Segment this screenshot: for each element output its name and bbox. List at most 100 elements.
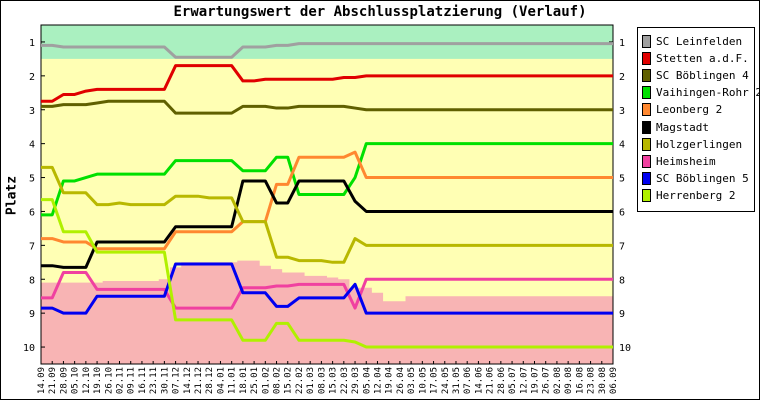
y-tick-label-left: 4 [29,140,35,151]
x-tick-label: 31.05 [452,367,462,394]
x-tick-label: 30.08 [598,367,608,394]
legend-item: SC Böblingen 4 [642,68,749,82]
x-tick-label: 23.08 [587,367,597,394]
x-tick-label: 14.09 [37,367,47,394]
x-tick-label: 16.08 [575,367,585,394]
x-tick-label: 05.07 [508,367,518,394]
legend-swatch [642,154,651,168]
y-tick-label-left: 9 [29,309,35,320]
y-tick-label-right: 10 [619,343,631,354]
y-tick-label-left: 8 [29,275,35,286]
chart-legend: SC Leinfelden Stetten a.d.F. SC Böblingen … [637,27,760,212]
series-line-3 [41,99,613,115]
legend-item: Magstadt [642,120,709,134]
legend-label: Stetten a.d.F. [656,51,749,65]
x-tick-label: 21.12 [194,367,204,394]
x-tick-label: 03.05 [407,367,417,394]
y-tick-label-right: 6 [619,207,625,218]
x-tick-label: 07.12 [172,367,182,394]
x-tick-label: 26.10 [104,367,114,394]
x-tick-label: 05.04 [362,367,372,394]
y-tick-label-left: 7 [29,241,35,252]
x-tick-label: 24.05 [441,367,451,394]
legend-swatch [642,51,651,65]
legend-swatch [642,86,651,100]
x-tick-label: 12.10 [82,367,92,394]
x-tick-label: 04.01 [216,367,226,394]
y-tick-label-left: 6 [29,207,35,218]
x-tick-label: 10.05 [418,367,428,394]
x-tick-label: 18.01 [239,367,249,394]
legend-item: Herrenberg 2 [642,189,735,203]
legend-label: Heimsheim [656,154,716,168]
x-tick-label: 02.08 [553,367,563,394]
x-tick-label: 23.11 [149,367,159,394]
plot-area-border [40,24,614,365]
x-tick-label: 26.07 [542,367,552,394]
series-line-7 [41,165,613,264]
y-tick-label-right: 8 [619,275,625,286]
y-tick-label-right: 3 [619,106,625,117]
legend-label: Vaihingen-Rohr 2 [656,86,760,100]
x-tick-label: 07.06 [463,367,473,394]
series-line-10 [41,198,613,349]
x-tick-label: 19.10 [93,367,103,394]
x-tick-label: 28.12 [205,367,215,394]
y-tick-label-left: 10 [23,343,35,354]
x-tick-label: 14.06 [474,367,484,394]
x-tick-label: 28.06 [497,367,507,394]
y-tick-label-right: 2 [619,72,625,83]
x-tick-label: 09.11 [127,367,137,394]
x-tick-label: 17.05 [430,367,440,394]
series-line-8 [41,270,613,310]
legend-label: SC Leinfelden [656,34,743,48]
zone-top-background [41,25,613,59]
y-tick-label-left: 1 [29,38,35,49]
y-tick-label-left: 5 [29,174,35,185]
legend-item: SC Böblingen 5 [642,172,749,186]
x-tick-label: 11.01 [228,367,238,394]
legend-label: Herrenberg 2 [656,189,736,203]
x-tick-label: 12.04 [373,367,383,394]
y-tick-label-right: 5 [619,174,625,185]
legend-label: Magstadt [656,120,709,134]
legend-item: SC Leinfelden [642,34,742,48]
series-line-5 [41,150,613,251]
x-tick-label: 16.11 [138,367,148,394]
y-axis-label: Platz [4,175,20,216]
chart-title: Erwartungswert der Abschlussplatzierung … [173,4,587,20]
x-tick-label: 21.09 [48,367,58,394]
series-line-9 [41,262,613,315]
legend-item: Holzgerlingen [642,137,742,151]
x-tick-label: 15.03 [329,367,339,394]
y-tick-label-left: 2 [29,72,35,83]
y-tick-label-right: 1 [619,38,625,49]
legend-swatch [642,120,651,134]
legend-label: Holzgerlingen [656,137,743,151]
x-tick-label: 14.12 [183,367,193,394]
x-tick-label: 19.04 [385,367,395,394]
x-tick-label: 28.09 [59,367,69,394]
legend-swatch [642,172,651,186]
x-tick-label: 26.04 [396,367,406,394]
legend-item: Leonberg 2 [642,103,722,117]
x-tick-label: 06.09 [609,367,619,394]
x-tick-label: 08.02 [273,367,283,394]
legend-swatch [642,68,651,82]
legend-swatch [642,189,651,203]
x-tick-label: 22.02 [295,367,305,394]
zone-bottom-background [41,260,613,364]
y-tick-label-right: 4 [619,140,625,151]
legend-item: Vaihingen-Rohr 2 [642,86,760,100]
x-tick-label: 12.07 [519,367,529,394]
legend-item: Stetten a.d.F. [642,51,749,65]
x-tick-label: 05.10 [71,367,81,394]
y-tick-label-left: 3 [29,106,35,117]
x-tick-label: 08.03 [317,367,327,394]
x-tick-label: 02.11 [116,367,126,394]
legend-swatch [642,103,651,117]
series-line-1 [41,42,613,59]
legend-label: Leonberg 2 [656,103,723,117]
x-tick-label: 01.03 [306,367,316,394]
